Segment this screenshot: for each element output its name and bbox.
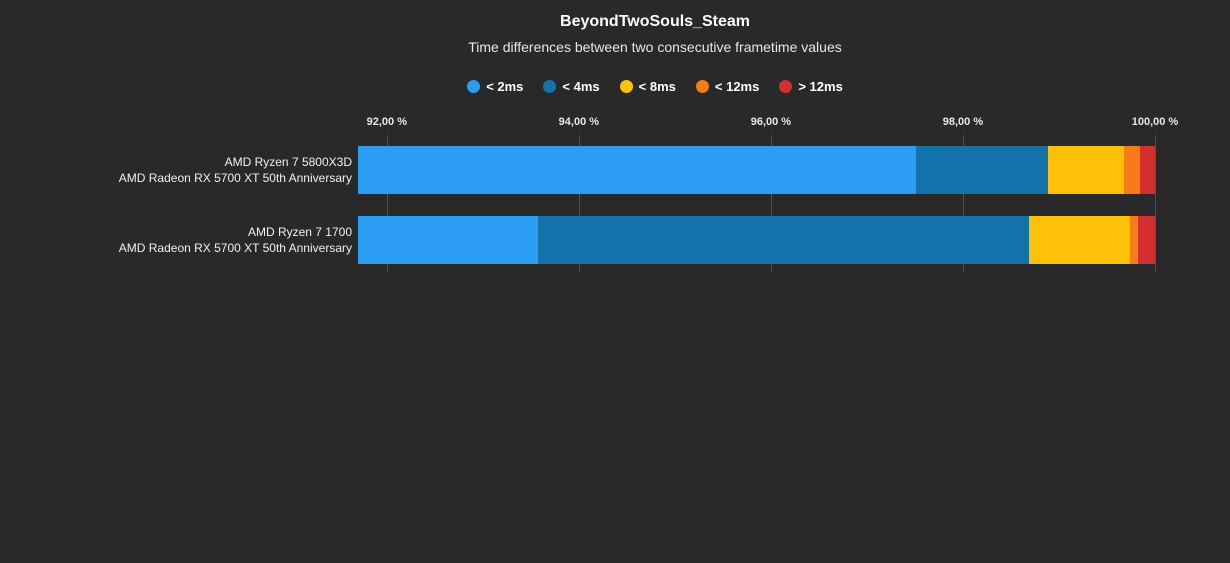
legend-item: < 4ms — [543, 79, 600, 94]
bar-segment-12ms — [1137, 216, 1155, 264]
legend-color-dot-icon — [779, 80, 793, 93]
bar-category-label-line: AMD Ryzen 7 1700 — [247, 225, 352, 239]
x-axis: 92,00 % 94,00 % 96,00 % 98,00 % 100,00 % — [358, 116, 1179, 130]
x-axis-tick-label: 98,00 % — [942, 116, 984, 128]
bar-row — [358, 146, 1155, 194]
gridline — [1155, 135, 1156, 272]
x-axis-tick-label: 100,00 % — [1131, 116, 1179, 128]
bar-category-label: AMD Ryzen 7 1700 AMD Radeon RX 5700 XT 50… — [0, 216, 352, 264]
legend-label: < 8ms — [638, 79, 676, 94]
chart-title: BeyondTwoSouls_Steam — [560, 13, 750, 30]
bar-segment-2ms — [358, 216, 538, 264]
legend-label: < 12ms — [714, 79, 760, 94]
bar-segment-2ms — [358, 146, 916, 194]
legend-item: > 12ms — [779, 79, 843, 94]
bar-segment-4ms — [915, 146, 1049, 194]
bar-segment-8ms — [1048, 146, 1125, 194]
x-axis-tick-label: 94,00 % — [558, 116, 600, 128]
bar-category-label-line: AMD Radeon RX 5700 XT 50th Anniversary — [118, 241, 352, 255]
bar-segment-12ms — [1130, 216, 1138, 264]
x-axis-tick-label: 96,00 % — [750, 116, 792, 128]
gridline — [386, 135, 388, 272]
legend-color-dot-icon — [543, 80, 557, 93]
legend: < 2ms < 4ms < 8ms < 12ms > 12ms — [80, 79, 1230, 94]
x-axis-tick-label: 92,00 % — [366, 116, 407, 128]
bar-category-label: AMD Ryzen 7 5800X3D AMD Radeon RX 5700 XT… — [0, 146, 352, 194]
gridline — [962, 135, 964, 272]
plot-area — [358, 135, 1156, 272]
legend-item: < 8ms — [619, 79, 676, 94]
chart-subtitle: Time differences between two consecutive… — [468, 39, 842, 55]
bar-segment-4ms — [537, 216, 1030, 264]
legend-label: < 4ms — [562, 79, 600, 94]
legend-label: > 12ms — [798, 79, 843, 94]
legend-label: < 2ms — [486, 79, 524, 94]
bar-segment-12ms — [1139, 146, 1155, 194]
bar-segment-8ms — [1029, 216, 1131, 264]
legend-item: < 12ms — [695, 79, 760, 94]
legend-color-dot-icon — [619, 80, 633, 93]
legend-item: < 2ms — [467, 79, 523, 94]
bar-category-label-line: AMD Radeon RX 5700 XT 50th Anniversary — [118, 171, 352, 185]
bar-category-label-line: AMD Ryzen 7 5800X3D — [224, 155, 352, 169]
legend-color-dot-icon — [695, 80, 709, 93]
legend-color-dot-icon — [467, 80, 481, 93]
gridlines — [358, 135, 1156, 272]
bar-row — [358, 216, 1155, 264]
gridline — [578, 135, 580, 272]
gridline — [770, 135, 772, 272]
bar-segment-12ms — [1124, 146, 1140, 194]
